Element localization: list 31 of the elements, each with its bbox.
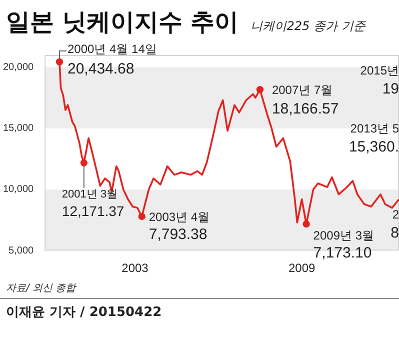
chart-title: 일본 닛케이지수 추이 xyxy=(6,7,239,38)
x-tick-label: 2003 xyxy=(122,261,149,276)
annotation: 18,166.57 xyxy=(272,100,339,118)
annotation: 2001년 3월 xyxy=(62,188,118,200)
annotation: 2015년 xyxy=(360,63,399,78)
point xyxy=(138,212,146,220)
annotation: 2009년 3월 xyxy=(313,228,374,242)
annotation: 2003년 4월 xyxy=(148,210,210,224)
y-tick-label: 20,000 xyxy=(2,62,34,73)
annotation: 2000년 4월 14일 xyxy=(68,42,157,56)
point xyxy=(256,86,264,94)
annotation: 7,793.38 xyxy=(148,226,208,244)
y-tick-label: 5,000 xyxy=(8,245,34,256)
annotation: 12,171.37 xyxy=(62,202,124,219)
annotation: 8 xyxy=(390,224,399,242)
y-tick-label: 10,000 xyxy=(2,184,34,196)
point xyxy=(302,220,310,228)
point xyxy=(80,159,88,166)
annotation: 15,360. xyxy=(348,138,399,156)
point xyxy=(56,58,63,66)
text: 이재윤 기자 / 20150422 xyxy=(5,304,163,321)
annotation: 2007년 7월 xyxy=(272,82,333,97)
annotation: 7,173.10 xyxy=(313,244,372,262)
x-tick-label: 2009 xyxy=(288,261,316,276)
y-tick-label: 15,000 xyxy=(2,123,34,134)
annotation: 20,434.68 xyxy=(68,60,134,78)
annotation: 19 xyxy=(382,80,399,98)
annotation: 2 xyxy=(392,207,399,222)
text: 자료/ 외신 종합 xyxy=(0,279,399,299)
annotation: 2013년 5 xyxy=(350,121,399,136)
chart-subtitle: 니케이225 종가 기준 xyxy=(250,18,366,35)
